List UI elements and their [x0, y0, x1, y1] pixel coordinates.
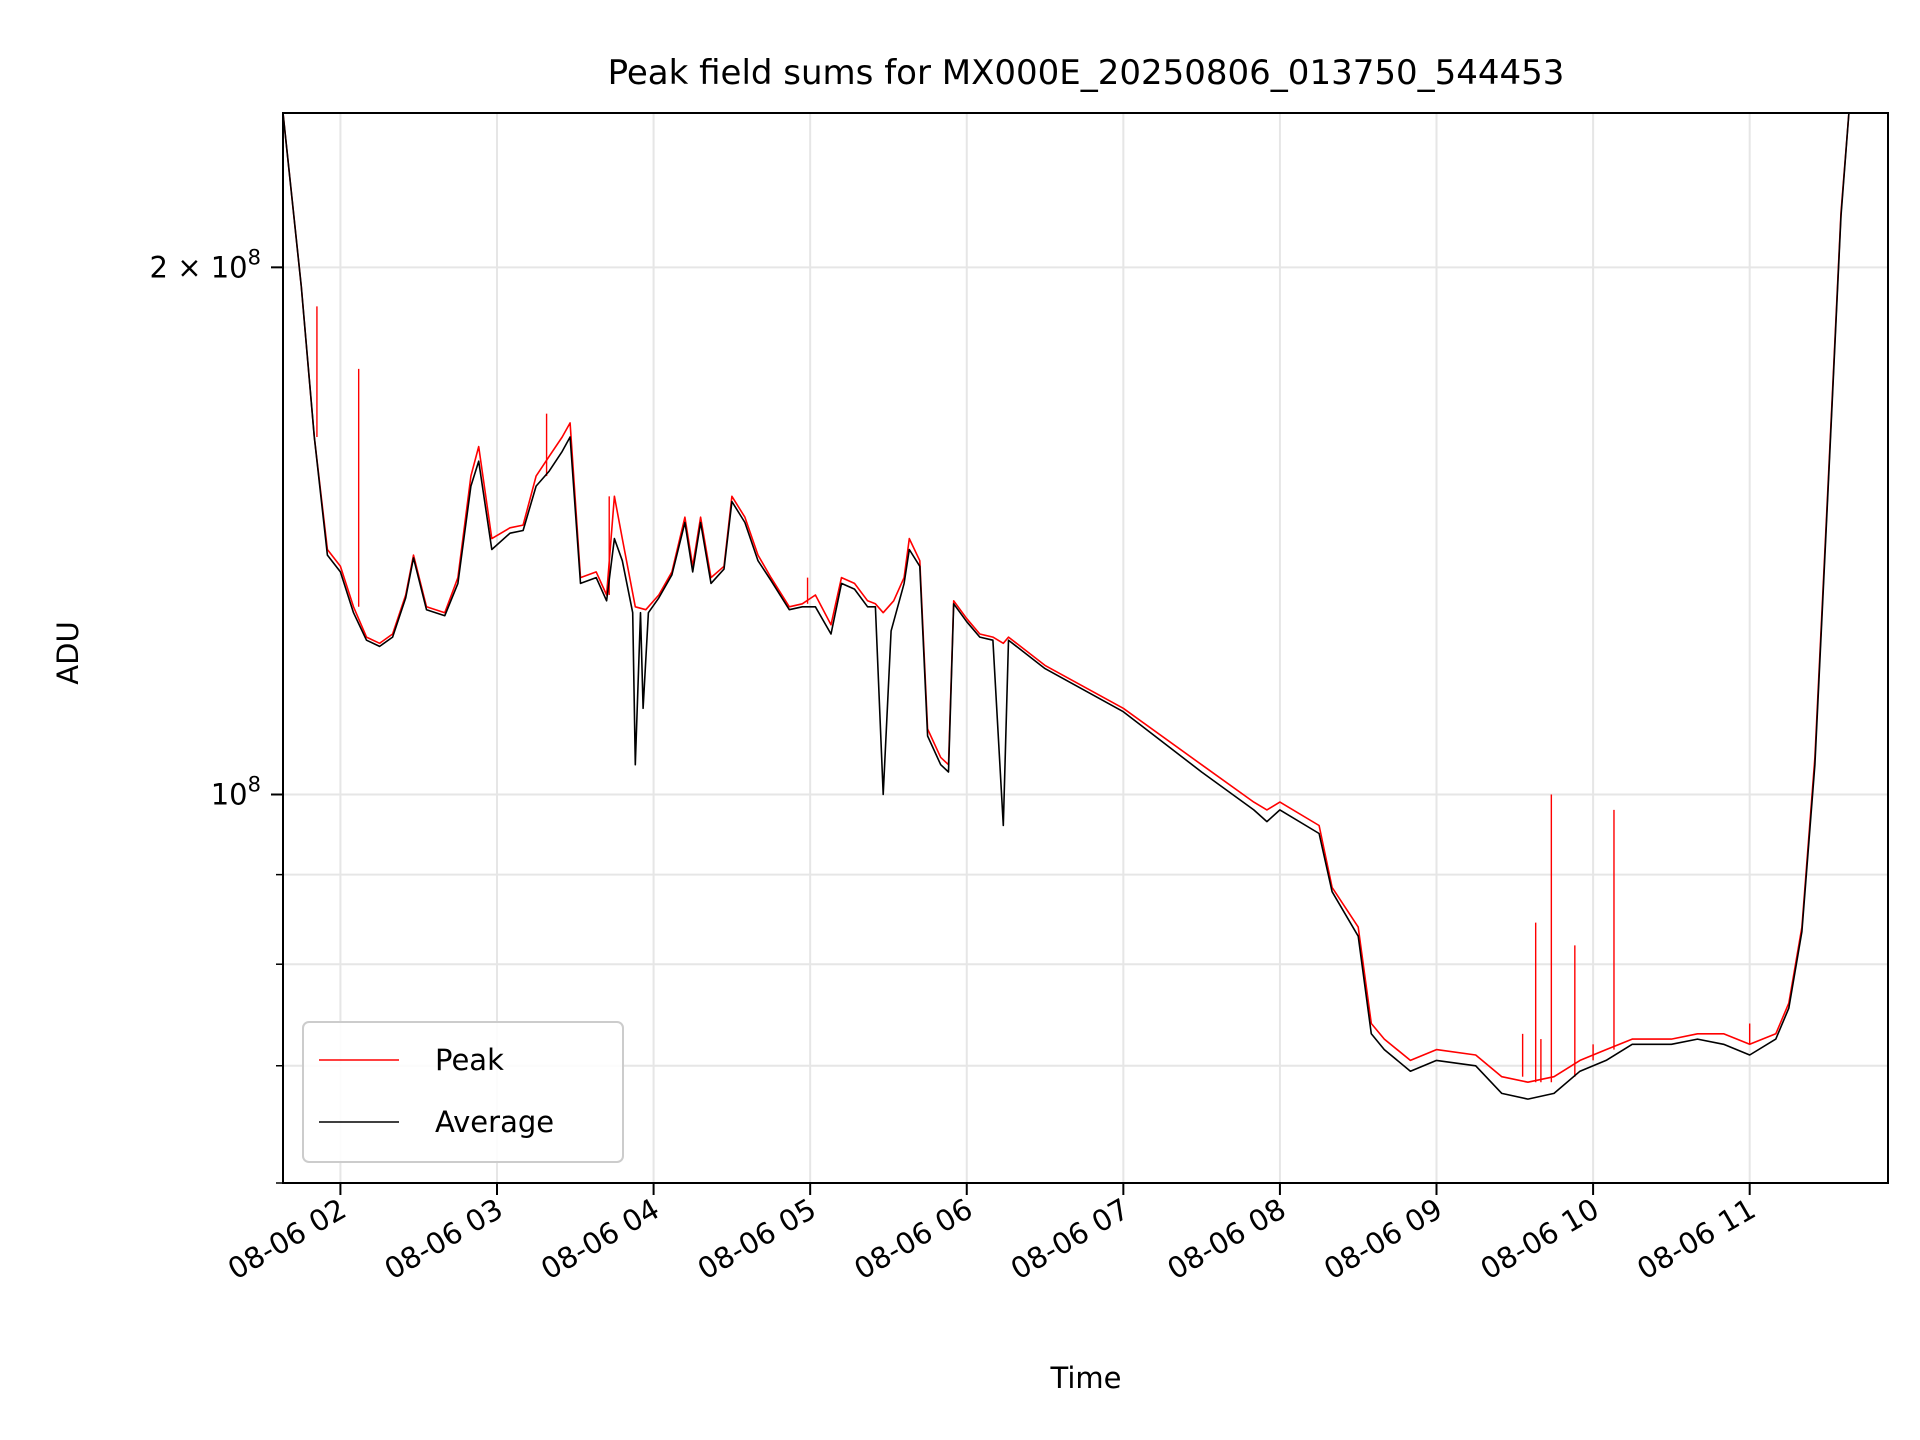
series-line-average	[283, 113, 1850, 1100]
plot-frame	[282, 112, 1889, 1184]
legend-label-peak: Peak	[435, 1043, 504, 1077]
x-axis-label: Time	[1050, 1361, 1122, 1395]
y-tick-label: 2 × 108	[150, 245, 261, 284]
series-line-peak	[283, 113, 1850, 1083]
chart-title: Peak field sums for MX000E_20250806_0137…	[608, 53, 1565, 93]
legend-box	[302, 1021, 624, 1163]
legend: Peak Average	[302, 1021, 624, 1163]
series-peak	[283, 113, 1850, 1083]
legend-label-average: Average	[435, 1105, 554, 1139]
series-layer	[283, 113, 1850, 1100]
y-tick-label: 108	[211, 773, 261, 812]
y-axis-label: ADU	[51, 621, 85, 684]
series-average	[283, 113, 1850, 1100]
